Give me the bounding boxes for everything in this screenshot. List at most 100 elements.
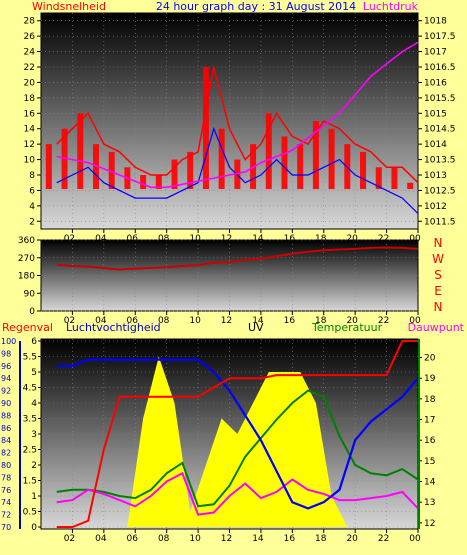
wind-y-tick-label: 22 bbox=[24, 63, 35, 73]
pressure-y-tick-label: 1015.5 bbox=[424, 94, 456, 104]
pressure-y-tick-label: 1012.5 bbox=[424, 186, 456, 196]
rain-y-tick-label: 4 bbox=[31, 399, 37, 409]
rain-y-tick-label: 5.5 bbox=[23, 353, 37, 363]
gust-bar bbox=[328, 128, 335, 189]
temperature-y-tick-label: 14 bbox=[424, 478, 436, 488]
humidity-y-tick-label: 94 bbox=[1, 374, 11, 383]
pressure-y-tick-label: 1014.5 bbox=[424, 125, 456, 135]
rain-y-tick-label: 4.5 bbox=[23, 384, 37, 394]
gust-bar bbox=[171, 159, 178, 189]
humidity-y-tick-label: 98 bbox=[1, 349, 11, 358]
x-tick-label: 16 bbox=[284, 534, 296, 544]
x-tick-label: 06 bbox=[127, 234, 139, 244]
humidity-y-tick-label: 92 bbox=[1, 387, 11, 396]
pressure-line bbox=[56, 41, 419, 189]
direction-y-tick-label: 270 bbox=[18, 254, 35, 264]
pressure-y-tick-label: 1016 bbox=[424, 78, 447, 88]
temperature-line bbox=[56, 389, 419, 508]
temperature-y-tick-label: 19 bbox=[424, 374, 436, 384]
x-tick-label: 06 bbox=[127, 316, 139, 326]
compass-letter: E bbox=[434, 284, 442, 298]
humidity-y-tick-label: 78 bbox=[1, 473, 11, 482]
wind-speed-header: Windsnelheid bbox=[32, 0, 106, 13]
chart-title: 24 hour graph day : 31 August 2014 bbox=[156, 0, 356, 13]
pressure-y-tick-label: 1013 bbox=[424, 171, 447, 181]
x-tick-label: 08 bbox=[158, 534, 170, 544]
legend-rain: Regenval bbox=[2, 321, 53, 334]
x-tick-label: 08 bbox=[158, 316, 170, 326]
gust-bar bbox=[140, 175, 147, 189]
rain-y-tick-label: 3.5 bbox=[23, 415, 37, 425]
pressure-y-tick-label: 1017 bbox=[424, 48, 447, 58]
humidity-y-tick-label: 74 bbox=[1, 498, 11, 507]
pressure-y-tick-label: 1017.5 bbox=[424, 32, 456, 42]
temperature-y-tick-label: 16 bbox=[424, 436, 436, 446]
x-tick-label: 02 bbox=[64, 534, 75, 544]
wind-y-tick-label: 12 bbox=[24, 140, 35, 150]
pressure-y-tick-label: 1013.5 bbox=[424, 156, 456, 166]
x-tick-label: 16 bbox=[284, 234, 296, 244]
humidity-y-tick-label: 72 bbox=[1, 511, 11, 520]
x-tick-label: 00 bbox=[409, 316, 421, 326]
x-tick-label: 14 bbox=[252, 316, 264, 326]
x-tick-label: 18 bbox=[315, 316, 327, 326]
rain-y-tick-label: 1.5 bbox=[23, 477, 37, 487]
direction-y-tick-label: 360 bbox=[18, 236, 35, 246]
rain-line bbox=[56, 340, 418, 528]
pressure-y-tick-label: 1011.5 bbox=[424, 217, 456, 227]
wind-y-tick-label: 18 bbox=[24, 94, 36, 104]
x-tick-label: 06 bbox=[127, 534, 139, 544]
x-tick-label: 22 bbox=[378, 316, 389, 326]
x-tick-label: 04 bbox=[95, 534, 107, 544]
x-tick-label: 02 bbox=[64, 234, 75, 244]
pressure-y-tick-label: 1018 bbox=[424, 17, 447, 27]
gust-bar bbox=[375, 167, 382, 189]
temperature-y-tick-label: 12 bbox=[424, 519, 435, 529]
x-tick-label: 04 bbox=[95, 234, 107, 244]
humidity-y-tick-label: 70 bbox=[1, 523, 11, 532]
direction-y-tick-label: 0 bbox=[29, 307, 35, 317]
humidity-line bbox=[56, 358, 419, 510]
rain-y-tick-label: 1 bbox=[31, 492, 37, 502]
pressure-y-tick-label: 1016.5 bbox=[424, 63, 456, 73]
rain-y-tick-label: 2 bbox=[31, 461, 37, 471]
wind-y-tick-label: 16 bbox=[24, 109, 36, 119]
x-tick-label: 22 bbox=[378, 534, 389, 544]
x-tick-label: 12 bbox=[221, 316, 232, 326]
wind-y-tick-label: 20 bbox=[24, 78, 36, 88]
x-tick-label: 12 bbox=[221, 234, 232, 244]
compass-letter: W bbox=[432, 252, 444, 266]
wind-y-tick-label: 10 bbox=[24, 156, 36, 166]
wind-average-line bbox=[56, 126, 419, 215]
wind-y-tick-label: 8 bbox=[29, 171, 35, 181]
gust-bar bbox=[218, 128, 225, 189]
rain-y-tick-label: 0 bbox=[31, 523, 37, 533]
x-tick-label: 20 bbox=[346, 316, 358, 326]
temperature-y-tick-label: 18 bbox=[424, 395, 436, 405]
legend-dewpoint: Dauwpunt bbox=[408, 321, 465, 334]
temperature-y-tick-label: 13 bbox=[424, 498, 435, 508]
gust-bar bbox=[297, 144, 304, 189]
x-tick-label: 02 bbox=[64, 316, 75, 326]
humidity-y-tick-label: 84 bbox=[1, 436, 11, 445]
temperature-y-tick-label: 15 bbox=[424, 457, 435, 467]
x-tick-label: 14 bbox=[252, 234, 264, 244]
rain-y-tick-label: 3 bbox=[31, 430, 37, 440]
gust-bar bbox=[77, 113, 84, 189]
rain-y-tick-label: 0.5 bbox=[23, 508, 37, 518]
dewpoint-line bbox=[56, 471, 419, 516]
pressure-y-tick-label: 1012 bbox=[424, 202, 447, 212]
wind-y-tick-label: 4 bbox=[29, 202, 35, 212]
gust-bar bbox=[187, 151, 194, 189]
compass-letter: S bbox=[434, 268, 442, 282]
gust-bar bbox=[45, 144, 52, 189]
x-tick-label: 10 bbox=[189, 316, 201, 326]
gust-bar bbox=[407, 182, 414, 189]
gust-bar bbox=[202, 67, 209, 189]
gust-bar bbox=[108, 151, 115, 189]
gust-bar bbox=[312, 121, 319, 189]
x-tick-label: 20 bbox=[346, 534, 358, 544]
x-tick-label: 18 bbox=[315, 234, 327, 244]
compass-letter: N bbox=[434, 236, 443, 250]
